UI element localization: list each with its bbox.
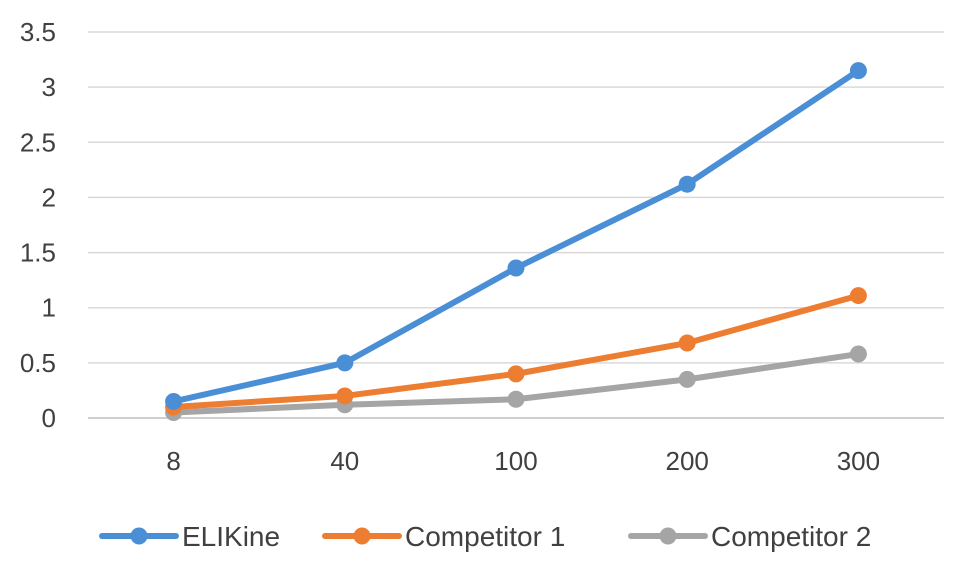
legend-swatch-marker (130, 527, 148, 545)
y-axis-tick-labels: 0 0.5 1 1.5 2 2.5 3 3.5 (20, 17, 56, 433)
y-tick-label: 1.5 (20, 238, 56, 268)
legend-label: Competitor 2 (711, 521, 871, 552)
legend-item: ELIKine (99, 521, 280, 552)
y-tick-label: 0 (42, 403, 56, 433)
data-point (507, 259, 525, 277)
series-competitor-2 (165, 345, 867, 421)
data-point (678, 370, 696, 388)
legend-swatch-marker (353, 527, 371, 545)
x-tick-label: 200 (666, 446, 709, 476)
legend-label: Competitor 1 (405, 521, 565, 552)
data-point (336, 354, 354, 372)
legend-item: Competitor 2 (628, 521, 871, 552)
series-line (170, 67, 862, 405)
series-line (170, 292, 862, 410)
data-point (849, 287, 867, 305)
y-tick-label: 2.5 (20, 127, 56, 157)
data-point (165, 392, 183, 410)
data-point (507, 365, 525, 383)
legend-item: Competitor 1 (322, 521, 565, 552)
legend: ELIKine Competitor 1 Competitor 2 (99, 521, 871, 552)
y-tick-label: 1 (42, 293, 56, 323)
legend-label: ELIKine (182, 521, 280, 552)
series-elikine (165, 62, 867, 410)
data-point (849, 62, 867, 80)
y-tick-label: 3 (42, 72, 56, 102)
x-tick-label: 300 (837, 446, 880, 476)
legend-swatch-marker (659, 527, 677, 545)
y-tick-label: 2 (42, 182, 56, 212)
data-point (507, 390, 525, 408)
y-tick-label: 0.5 (20, 348, 56, 378)
series-lines (165, 62, 867, 421)
data-point (849, 345, 867, 363)
x-tick-label: 8 (166, 446, 180, 476)
x-axis-tick-labels: 8 40 100 200 300 (166, 446, 880, 476)
gridlines (88, 31, 944, 419)
y-tick-label: 3.5 (20, 17, 56, 47)
data-point (678, 175, 696, 193)
x-tick-label: 100 (494, 446, 537, 476)
x-tick-label: 40 (330, 446, 359, 476)
data-point (678, 334, 696, 352)
data-point (336, 387, 354, 405)
